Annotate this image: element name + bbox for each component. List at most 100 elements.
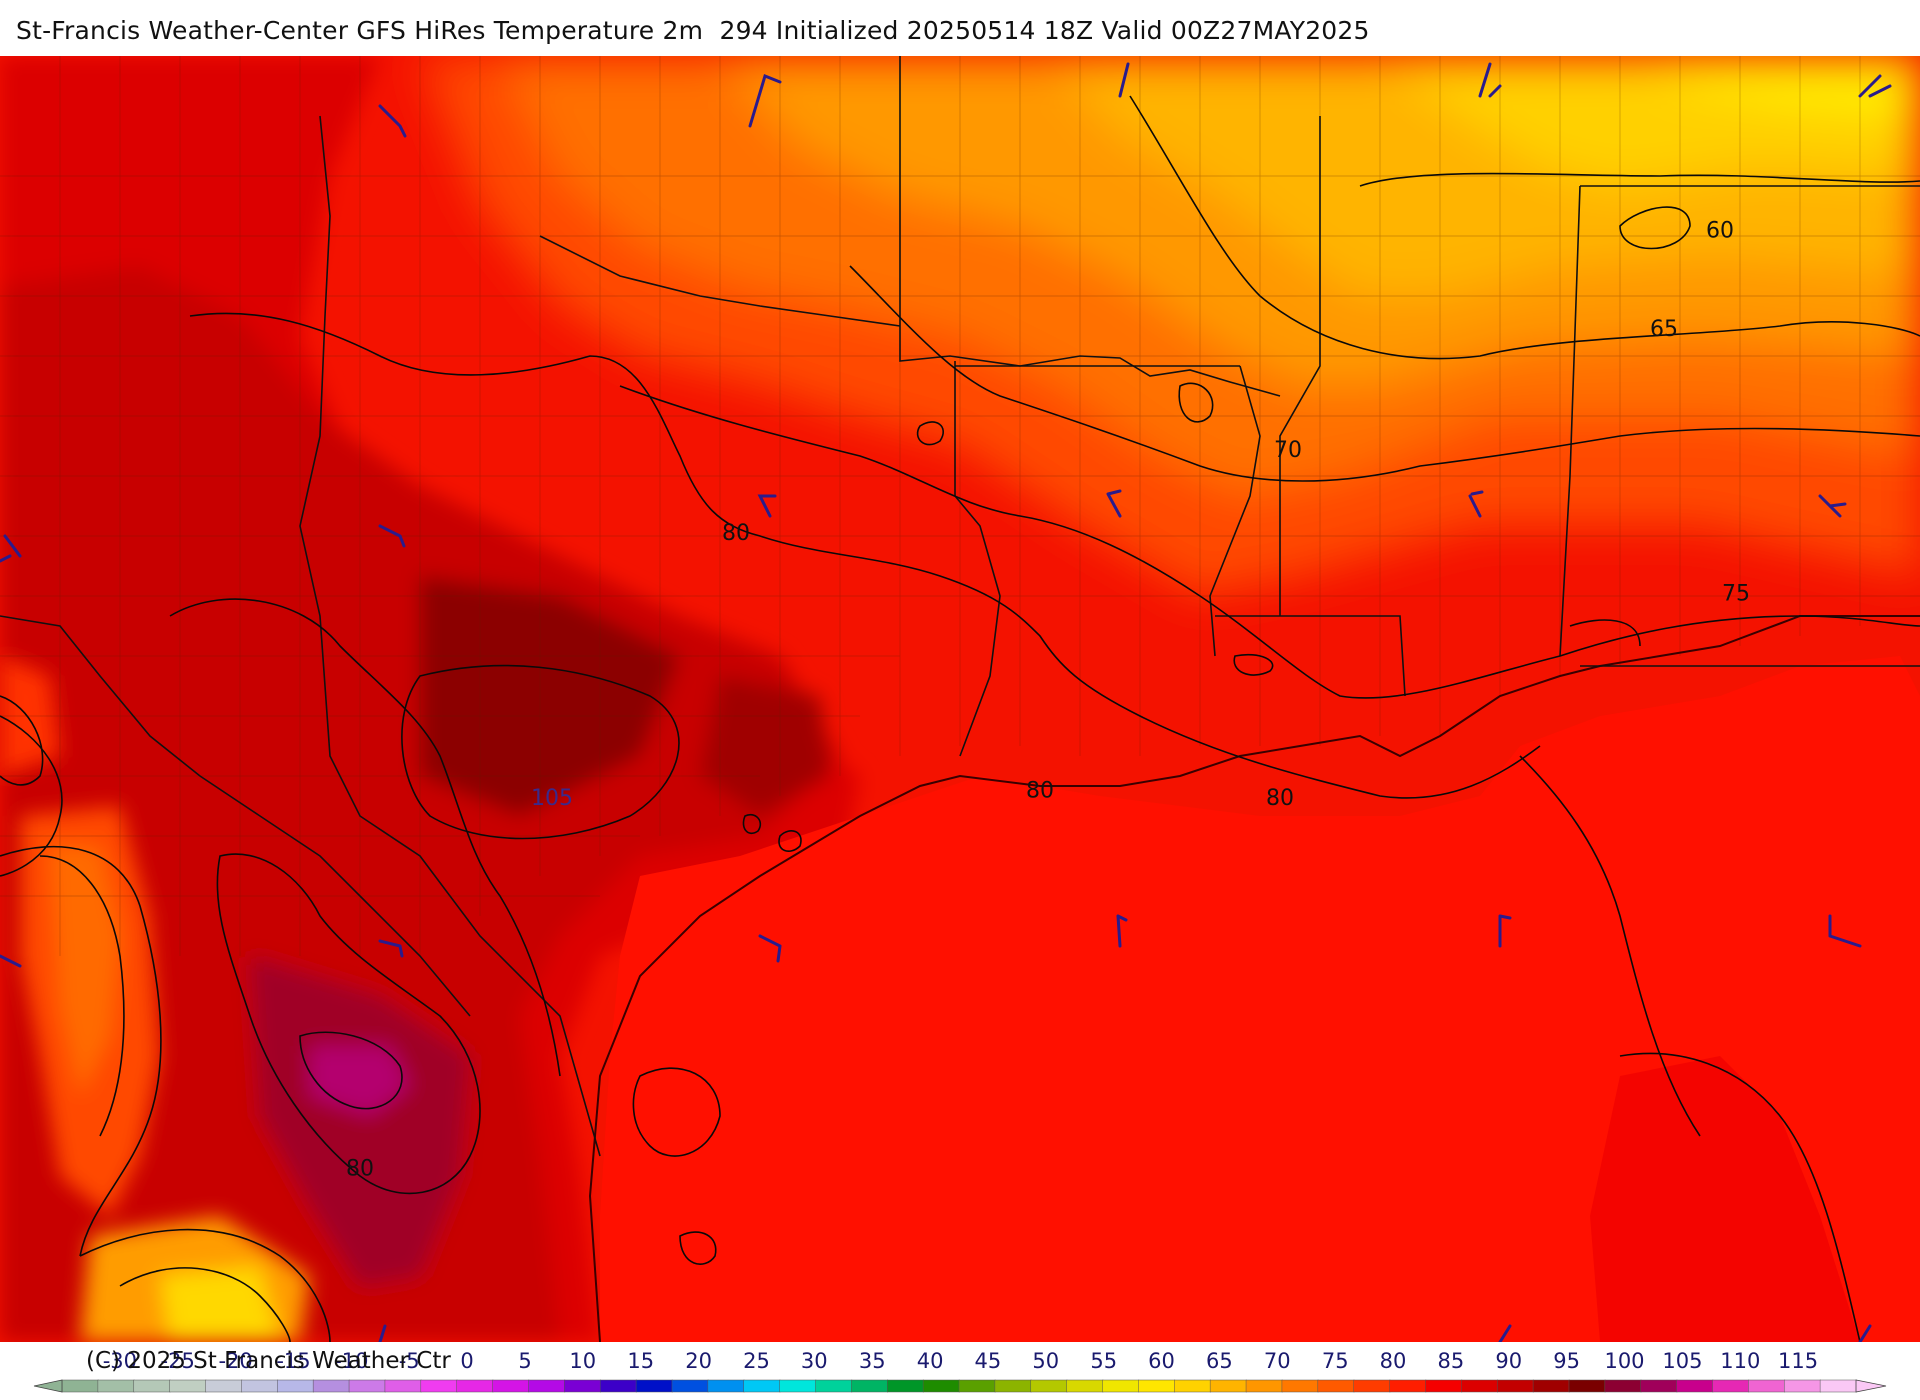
- colorbar-swatch-13: [528, 1379, 566, 1393]
- colorbar-tick-18: 60: [1148, 1349, 1175, 1373]
- colorbar-swatch-9: [384, 1379, 422, 1393]
- colorbar-swatch-38: [1425, 1379, 1463, 1393]
- colorbar-swatch-42: [1568, 1379, 1606, 1393]
- colorbar-swatch-19: [743, 1379, 781, 1393]
- colorbar-swatch-43: [1604, 1379, 1642, 1393]
- colorbar-swatch-49: [1819, 1379, 1857, 1393]
- colorbar-swatch-46: [1712, 1379, 1750, 1393]
- colorbar-swatch-20: [779, 1379, 817, 1393]
- state-borders: [0, 56, 1920, 1157]
- colorbar-tick-7: 5: [518, 1349, 531, 1373]
- colorbar-swatch-8: [348, 1379, 386, 1393]
- colorbar-swatch-34: [1281, 1379, 1319, 1393]
- temperature-map[interactable]: 60 65 70 75 80 80 80 80 105: [0, 56, 1920, 1342]
- isotherm-contours: [0, 95, 1920, 1342]
- colorbar-swatch-45: [1676, 1379, 1714, 1393]
- colorbar-tick-2: -20: [218, 1349, 252, 1373]
- colorbar-swatch-21: [815, 1379, 853, 1393]
- colorbar-tick-0: -30: [103, 1349, 137, 1373]
- colorbar-swatch-14: [564, 1379, 602, 1393]
- contour-label-2: 70: [1274, 438, 1302, 463]
- colorbar-tick-21: 75: [1322, 1349, 1349, 1373]
- colorbar-tick-9: 15: [627, 1349, 654, 1373]
- colorbar-swatch-16: [635, 1379, 673, 1393]
- colorbar-tick-19: 65: [1206, 1349, 1233, 1373]
- colorbar-tick-25: 95: [1553, 1349, 1580, 1373]
- map-title: St-Francis Weather-Center GFS HiRes Temp…: [16, 16, 1370, 45]
- colorbar-swatch-4: [205, 1379, 243, 1393]
- colorbar-swatch-26: [994, 1379, 1032, 1393]
- colorbar-swatch-18: [707, 1379, 745, 1393]
- colorbar-swatch-5: [241, 1379, 279, 1393]
- colorbar-tick-10: 20: [685, 1349, 712, 1373]
- colorbar-swatch-28: [1066, 1379, 1104, 1393]
- colorbar-tick-1: -25: [161, 1349, 195, 1373]
- colorbar-tick-5: -5: [399, 1349, 420, 1373]
- colorbar-tick-6: 0: [460, 1349, 473, 1373]
- contour-labels: 60 65 70 75 80 80 80 80 105: [346, 219, 1750, 1182]
- colorbar-swatch-12: [492, 1379, 530, 1393]
- colorbar-tick-8: 10: [569, 1349, 596, 1373]
- colorbar-tick-4: -10: [334, 1349, 368, 1373]
- colorbar-swatch-39: [1461, 1379, 1499, 1393]
- colorbar-swatch-35: [1317, 1379, 1355, 1393]
- colorbar-tick-29: 115: [1778, 1349, 1818, 1373]
- colorbar-tick-20: 70: [1264, 1349, 1291, 1373]
- contour-label-4: 80: [722, 521, 750, 546]
- colorbar-right-arrow: [1855, 1379, 1887, 1393]
- colorbar-tick-12: 30: [801, 1349, 828, 1373]
- colorbar-swatch-11: [456, 1379, 494, 1393]
- colorbar: -30 -25 -20 -15 -10 -5 0 5 10 15 20 25 30 35 40 45 50 55 6…: [33, 1349, 1887, 1393]
- colorbar-tick-labels: -30 -25 -20 -15 -10 -5 0 5 10 15 20 25 30 35 40 45 50 55 6…: [103, 1349, 1818, 1373]
- colorbar-swatch-23: [886, 1379, 924, 1393]
- colorbar-left-arrow: [33, 1379, 63, 1393]
- colorbar-swatch-31: [1174, 1379, 1212, 1393]
- colorbar-swatch-32: [1209, 1379, 1247, 1393]
- colorbar-swatch-29: [1102, 1379, 1140, 1393]
- colorbar-swatch-1: [97, 1379, 135, 1393]
- contour-label-5: 80: [1026, 778, 1054, 803]
- colorbar-swatch-3: [169, 1379, 207, 1393]
- gulf-of-mexico: [600, 656, 1920, 1342]
- contour-label-1: 65: [1650, 317, 1678, 342]
- gulf-coastline: [588, 615, 1920, 1342]
- colorbar-tick-26: 100: [1604, 1349, 1644, 1373]
- colorbar-tick-16: 50: [1032, 1349, 1059, 1373]
- county-lines: [0, 56, 1920, 956]
- colorbar-swatch-24: [922, 1379, 960, 1393]
- colorbar-tick-13: 35: [859, 1349, 886, 1373]
- colorbar-swatch-41: [1532, 1379, 1570, 1393]
- contour-label-0: 60: [1706, 219, 1734, 244]
- colorbar-tick-11: 25: [743, 1349, 770, 1373]
- colorbar-swatch-48: [1783, 1379, 1821, 1393]
- contour-label-8: 105: [531, 786, 573, 811]
- colorbar-swatch-44: [1640, 1379, 1678, 1393]
- contour-label-7: 80: [346, 1157, 374, 1182]
- colorbar-tick-24: 90: [1495, 1349, 1522, 1373]
- colorbar-swatch-27: [1030, 1379, 1068, 1393]
- temperature-field-north: [420, 56, 1920, 596]
- colorbar-swatch-47: [1748, 1379, 1786, 1393]
- colorbar-tick-22: 80: [1380, 1349, 1407, 1373]
- colorbar-swatch-36: [1353, 1379, 1391, 1393]
- colorbar-tick-28: 110: [1720, 1349, 1760, 1373]
- colorbar-swatch-7: [312, 1379, 350, 1393]
- colorbar-swatches: [61, 1379, 1857, 1393]
- colorbar-swatch-2: [133, 1379, 171, 1393]
- colorbar-swatch-6: [277, 1379, 315, 1393]
- colorbar-tick-3: -15: [276, 1349, 310, 1373]
- colorbar-tick-17: 55: [1090, 1349, 1117, 1373]
- colorbar-swatch-15: [599, 1379, 637, 1393]
- contour-label-6: 80: [1266, 786, 1294, 811]
- colorbar-tick-27: 105: [1662, 1349, 1702, 1373]
- colorbar-swatch-30: [1138, 1379, 1176, 1393]
- colorbar-swatch-33: [1245, 1379, 1283, 1393]
- colorbar-swatch-37: [1389, 1379, 1427, 1393]
- colorbar-tick-14: 40: [917, 1349, 944, 1373]
- colorbar-swatch-40: [1496, 1379, 1534, 1393]
- copyright-notice: (C) 2025 St Francis Weather Ctr: [86, 1348, 451, 1374]
- colorbar-swatch-22: [851, 1379, 889, 1393]
- colorbar-swatch-17: [671, 1379, 709, 1393]
- colorbar-swatch-10: [420, 1379, 458, 1393]
- colorbar-tick-15: 45: [975, 1349, 1002, 1373]
